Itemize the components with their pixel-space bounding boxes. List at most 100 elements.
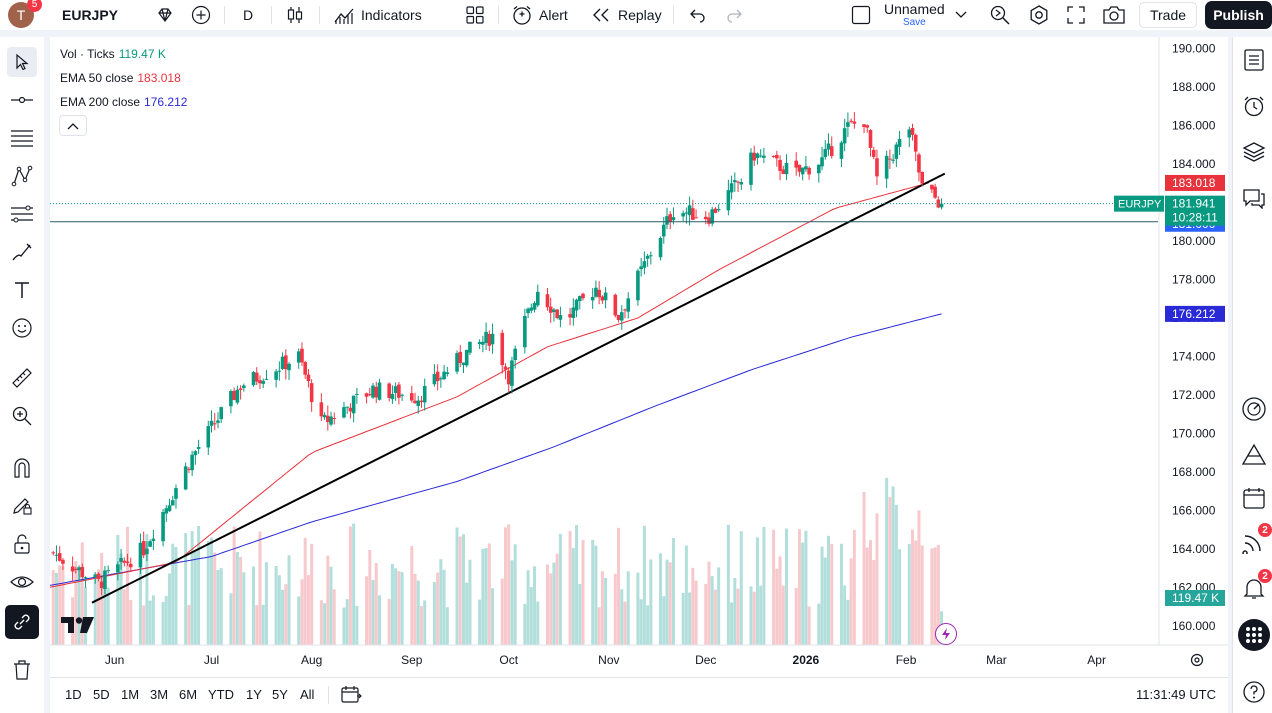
ruler-icon[interactable] (7, 363, 37, 393)
range-6m[interactable]: 6M (179, 687, 198, 702)
horizontal-lines-tool-icon[interactable] (7, 123, 37, 153)
candle (613, 293, 618, 318)
scale-settings-gear-icon[interactable] (1190, 653, 1204, 667)
range-all[interactable]: All (300, 687, 315, 702)
tradingview-logo[interactable] (61, 617, 95, 638)
interval-button[interactable]: D (243, 7, 254, 23)
layout-save-link[interactable]: Save (902, 17, 926, 28)
alarm-clock-icon[interactable] (1239, 91, 1269, 121)
publish-button[interactable]: Publish (1205, 1, 1272, 29)
templates-icon[interactable] (465, 0, 485, 30)
indicators-button[interactable]: Indicators (333, 0, 422, 30)
chart-pane[interactable]: 190.000188.000186.000184.000182.000180.0… (49, 37, 1228, 677)
redo-icon[interactable] (726, 0, 744, 30)
volume-bar (726, 524, 730, 645)
replay-button[interactable]: Replay (592, 0, 662, 30)
chat-icon[interactable] (1239, 183, 1269, 213)
volume-bar (639, 599, 643, 645)
candle (500, 329, 505, 374)
notifications-bell-icon[interactable]: 2 (1239, 569, 1272, 603)
brush-tool-icon[interactable] (7, 237, 37, 267)
ideas-mountain-icon[interactable] (1239, 439, 1269, 469)
add-symbol-icon[interactable] (191, 0, 211, 30)
camera-icon[interactable] (1102, 0, 1126, 30)
legend-ema200[interactable]: EMA 200 close 176.212 (60, 95, 187, 109)
watchlist-icon[interactable] (1239, 45, 1269, 75)
link-icon[interactable] (5, 605, 39, 639)
alert-button[interactable]: Alert (511, 0, 568, 30)
layers-icon[interactable] (1239, 137, 1269, 167)
range-5d[interactable]: 5D (93, 687, 110, 702)
hotlist-speedometer-icon[interactable] (1239, 394, 1269, 424)
range-ytd[interactable]: YTD (208, 687, 234, 702)
eye-icon[interactable] (7, 567, 37, 597)
range-5y[interactable]: 5Y (272, 687, 288, 702)
candle (216, 412, 220, 429)
legend-ema50[interactable]: EMA 50 close 183.018 (60, 71, 181, 85)
layout-checkbox-icon[interactable] (851, 0, 871, 30)
utc-clock[interactable]: 11:31:49 UTC (1136, 687, 1216, 702)
symbol-search-button[interactable]: EURJPY (62, 7, 119, 23)
svg-text:119.47 K: 119.47 K (1172, 591, 1219, 605)
candle (842, 118, 847, 152)
volume-bar (413, 573, 417, 645)
lock-icon[interactable] (7, 529, 37, 559)
quick-search-icon[interactable] (989, 0, 1011, 30)
range-1d[interactable]: 1D (65, 687, 82, 702)
streams-icon[interactable]: 2 (1239, 523, 1272, 557)
candle (422, 378, 427, 411)
layout-name-button[interactable]: Unnamed Save (884, 0, 945, 30)
text-tool-icon[interactable] (7, 275, 37, 305)
time-tick-label: Mar (986, 653, 1007, 667)
range-1y[interactable]: 1Y (246, 687, 262, 702)
zoom-in-icon[interactable] (7, 401, 37, 431)
trend-line[interactable] (91, 172, 946, 604)
time-tick-label: Aug (301, 653, 322, 667)
candle (626, 292, 631, 319)
trade-button[interactable]: Trade (1139, 2, 1197, 28)
candle (206, 420, 211, 455)
fib-tool-icon[interactable] (7, 199, 37, 229)
svg-text:EURJPY: EURJPY (1118, 199, 1162, 211)
candle (93, 572, 98, 584)
candle (435, 364, 440, 391)
candle (116, 561, 120, 581)
volume-bar (662, 596, 666, 645)
fullscreen-icon[interactable] (1066, 0, 1086, 30)
range-1m[interactable]: 1M (121, 687, 140, 702)
price-chart[interactable]: 190.000188.000186.000184.000182.000180.0… (49, 37, 1228, 677)
volume-bar (507, 524, 511, 645)
volume-bar (261, 604, 265, 645)
candle (849, 118, 853, 124)
candle (455, 350, 459, 375)
candles-icon[interactable] (285, 0, 305, 30)
candle (710, 206, 715, 227)
range-3m[interactable]: 3M (150, 687, 169, 702)
user-avatar[interactable]: T 5 (8, 0, 42, 30)
legend-collapse-button[interactable] (59, 115, 87, 136)
help-icon[interactable] (1239, 677, 1269, 707)
date-range-icon[interactable] (340, 684, 362, 709)
magnet-icon[interactable] (7, 453, 37, 483)
candle (377, 378, 382, 401)
pattern-tool-icon[interactable] (7, 161, 37, 191)
draw-lock-pencil-icon[interactable] (7, 491, 37, 521)
time-tick-label: Jul (204, 653, 219, 667)
lightning-icon[interactable] (935, 623, 957, 645)
candle (891, 154, 895, 164)
undo-icon[interactable] (688, 0, 706, 30)
emoji-tool-icon[interactable] (7, 313, 37, 343)
legend-volume[interactable]: Vol · Ticks 119.47 K (60, 47, 166, 61)
settings-gear-icon[interactable] (1028, 0, 1050, 30)
volume-bar (355, 605, 359, 645)
apps-grid-icon[interactable] (1238, 619, 1270, 651)
volume-bar (368, 549, 372, 645)
calendar-icon[interactable] (1239, 483, 1269, 513)
volume-bar (749, 586, 753, 645)
trash-icon[interactable] (7, 655, 37, 685)
chevron-down-icon[interactable] (955, 0, 967, 30)
cursor-arrow-icon[interactable] (7, 47, 37, 77)
compare-diamond-icon[interactable] (156, 0, 174, 30)
volume-bar (239, 556, 243, 645)
trend-line-tool-icon[interactable] (7, 85, 37, 115)
